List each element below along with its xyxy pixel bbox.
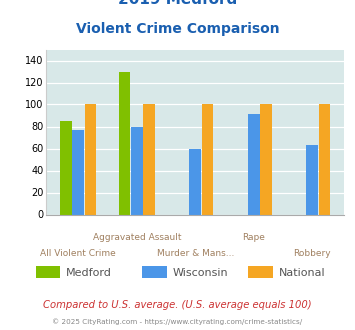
- Text: All Violent Crime: All Violent Crime: [40, 249, 116, 258]
- Bar: [202, 105, 213, 214]
- Text: 2019 Medford: 2019 Medford: [118, 0, 237, 7]
- Bar: [143, 105, 155, 214]
- Bar: [260, 105, 272, 214]
- Bar: [306, 145, 318, 214]
- Text: Murder & Mans...: Murder & Mans...: [157, 249, 234, 258]
- Bar: [248, 115, 260, 214]
- Text: Rape: Rape: [242, 233, 265, 242]
- Bar: [119, 72, 130, 214]
- Text: Robbery: Robbery: [293, 249, 331, 258]
- Bar: [131, 126, 143, 214]
- Bar: [319, 105, 330, 214]
- Text: National: National: [279, 268, 325, 278]
- Text: Medford: Medford: [66, 268, 111, 278]
- Text: Aggravated Assault: Aggravated Assault: [93, 233, 181, 242]
- Text: Compared to U.S. average. (U.S. average equals 100): Compared to U.S. average. (U.S. average …: [43, 300, 312, 310]
- Text: Violent Crime Comparison: Violent Crime Comparison: [76, 22, 279, 36]
- Bar: [190, 148, 201, 214]
- Bar: [60, 121, 72, 214]
- Bar: [85, 105, 97, 214]
- Text: © 2025 CityRating.com - https://www.cityrating.com/crime-statistics/: © 2025 CityRating.com - https://www.city…: [53, 318, 302, 325]
- Bar: [72, 130, 84, 214]
- Text: Wisconsin: Wisconsin: [172, 268, 228, 278]
